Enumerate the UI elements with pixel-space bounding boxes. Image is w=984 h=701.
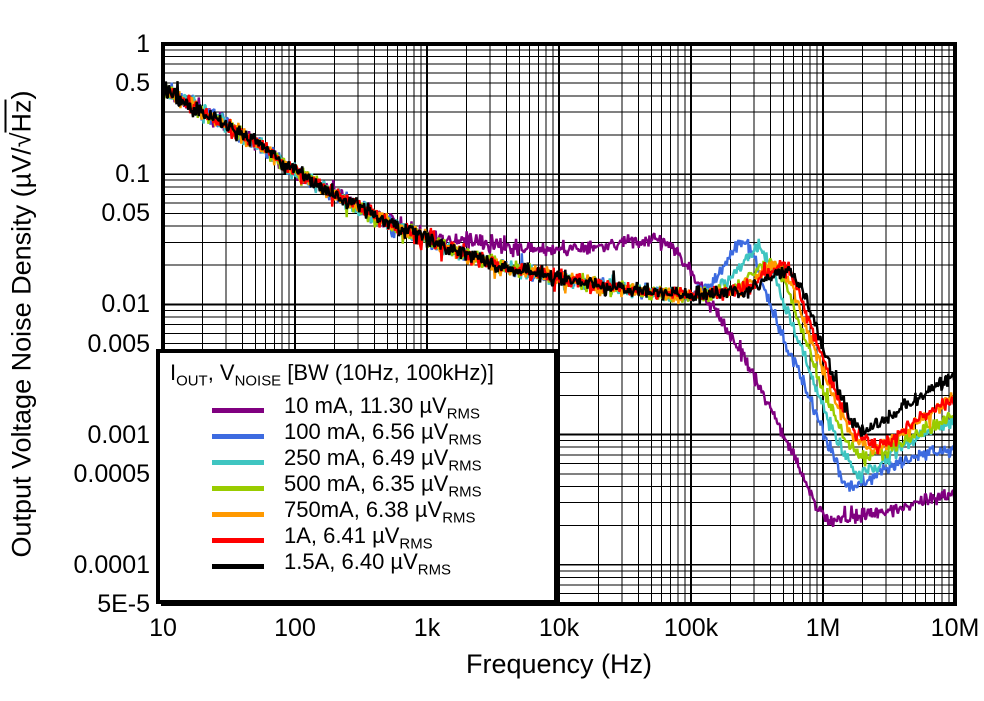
x-tick-label: 10 <box>149 614 177 642</box>
x-tick-label: 1M <box>805 614 841 642</box>
legend-entry-label-sub: RMS <box>399 535 433 553</box>
y-tick-label: 0.01 <box>101 290 150 319</box>
legend-title-part: [BW (10Hz, 100kHz)] <box>281 360 494 385</box>
legend-swatch <box>212 537 264 543</box>
legend-entry-0: 10 mA, 11.30 µVRMS <box>160 393 554 423</box>
x-tick-label: 10k <box>538 614 580 642</box>
legend-title-part: , V <box>207 360 235 385</box>
y-tick-label: 5E-5 <box>97 590 150 618</box>
x-tick-label: 1k <box>413 614 441 642</box>
legend-entry-4: 750mA, 6.38 µVRMS <box>160 497 554 527</box>
legend-entry-label: 750mA, 6.38 µVRMS <box>284 497 476 527</box>
legend-entry-6: 1.5A, 6.40 µVRMS <box>160 549 554 579</box>
series-curves <box>163 81 955 528</box>
legend-title-part: I <box>170 360 177 385</box>
x-tick-label: 100k <box>663 614 719 642</box>
legend-entry-label-sub: RMS <box>446 405 480 423</box>
legend-title-sub-noise: NOISE <box>234 372 282 390</box>
legend-swatch <box>212 511 264 517</box>
legend-swatch <box>212 433 264 439</box>
legend-title: IOUT, VNOISE [BW (10Hz, 100kHz)] <box>170 360 554 394</box>
legend-swatch <box>212 407 264 413</box>
legend-entry-label-sub: RMS <box>448 483 482 501</box>
series-curve-6 <box>163 81 955 437</box>
x-axis-title: Frequency (Hz) <box>465 649 653 679</box>
legend-rows: 10 mA, 11.30 µVRMS 100 mA, 6.56 µVRMS 250 … <box>160 393 554 579</box>
legend-entry-label: 1A, 6.41 µVRMS <box>284 523 433 553</box>
legend-entry-label: 10 mA, 11.30 µVRMS <box>284 393 480 423</box>
legend-entry-label: 250 mA, 6.49 µVRMS <box>284 445 482 475</box>
legend-swatch <box>212 485 264 491</box>
legend: IOUT, VNOISE [BW (10Hz, 100kHz)] 10 mA, … <box>156 349 558 604</box>
y-tick-label: 0.001 <box>87 420 150 449</box>
y-tick-label: 0.1 <box>115 160 150 189</box>
legend-entry-5: 1A, 6.41 µVRMS <box>160 523 554 553</box>
legend-entry-label-sub: RMS <box>448 457 482 475</box>
legend-swatch <box>212 459 264 465</box>
y-tick-label: 0.0001 <box>73 550 150 579</box>
plot-border <box>161 42 957 606</box>
legend-entry-1: 100 mA, 6.56 µVRMS <box>160 419 554 449</box>
y-tick-label: 1 <box>136 30 150 58</box>
legend-swatch <box>212 563 264 569</box>
legend-title-sub-out: OUT <box>176 372 208 390</box>
legend-entry-2: 250 mA, 6.49 µVRMS <box>160 445 554 475</box>
x-tick-label: 100 <box>274 614 316 642</box>
y-tick-label: 0.5 <box>115 69 150 98</box>
legend-entry-3: 500 mA, 6.35 µVRMS <box>160 471 554 501</box>
y-tick-label: 0.05 <box>101 199 150 228</box>
legend-entry-label-sub: RMS <box>442 509 476 527</box>
y-tick-label: 0.005 <box>87 329 150 358</box>
legend-entry-label-sub: RMS <box>417 561 451 579</box>
x-tick-label: 10M <box>930 614 980 642</box>
legend-entry-label: 1.5A, 6.40 µVRMS <box>284 549 451 579</box>
legend-entry-label-sub: RMS <box>448 431 482 449</box>
y-tick-label: 0.0005 <box>73 459 150 488</box>
legend-entry-label: 500 mA, 6.35 µVRMS <box>284 471 482 501</box>
legend-entry-label: 100 mA, 6.56 µVRMS <box>284 419 482 449</box>
y-axis-title-root-arg: Hz <box>4 99 37 133</box>
